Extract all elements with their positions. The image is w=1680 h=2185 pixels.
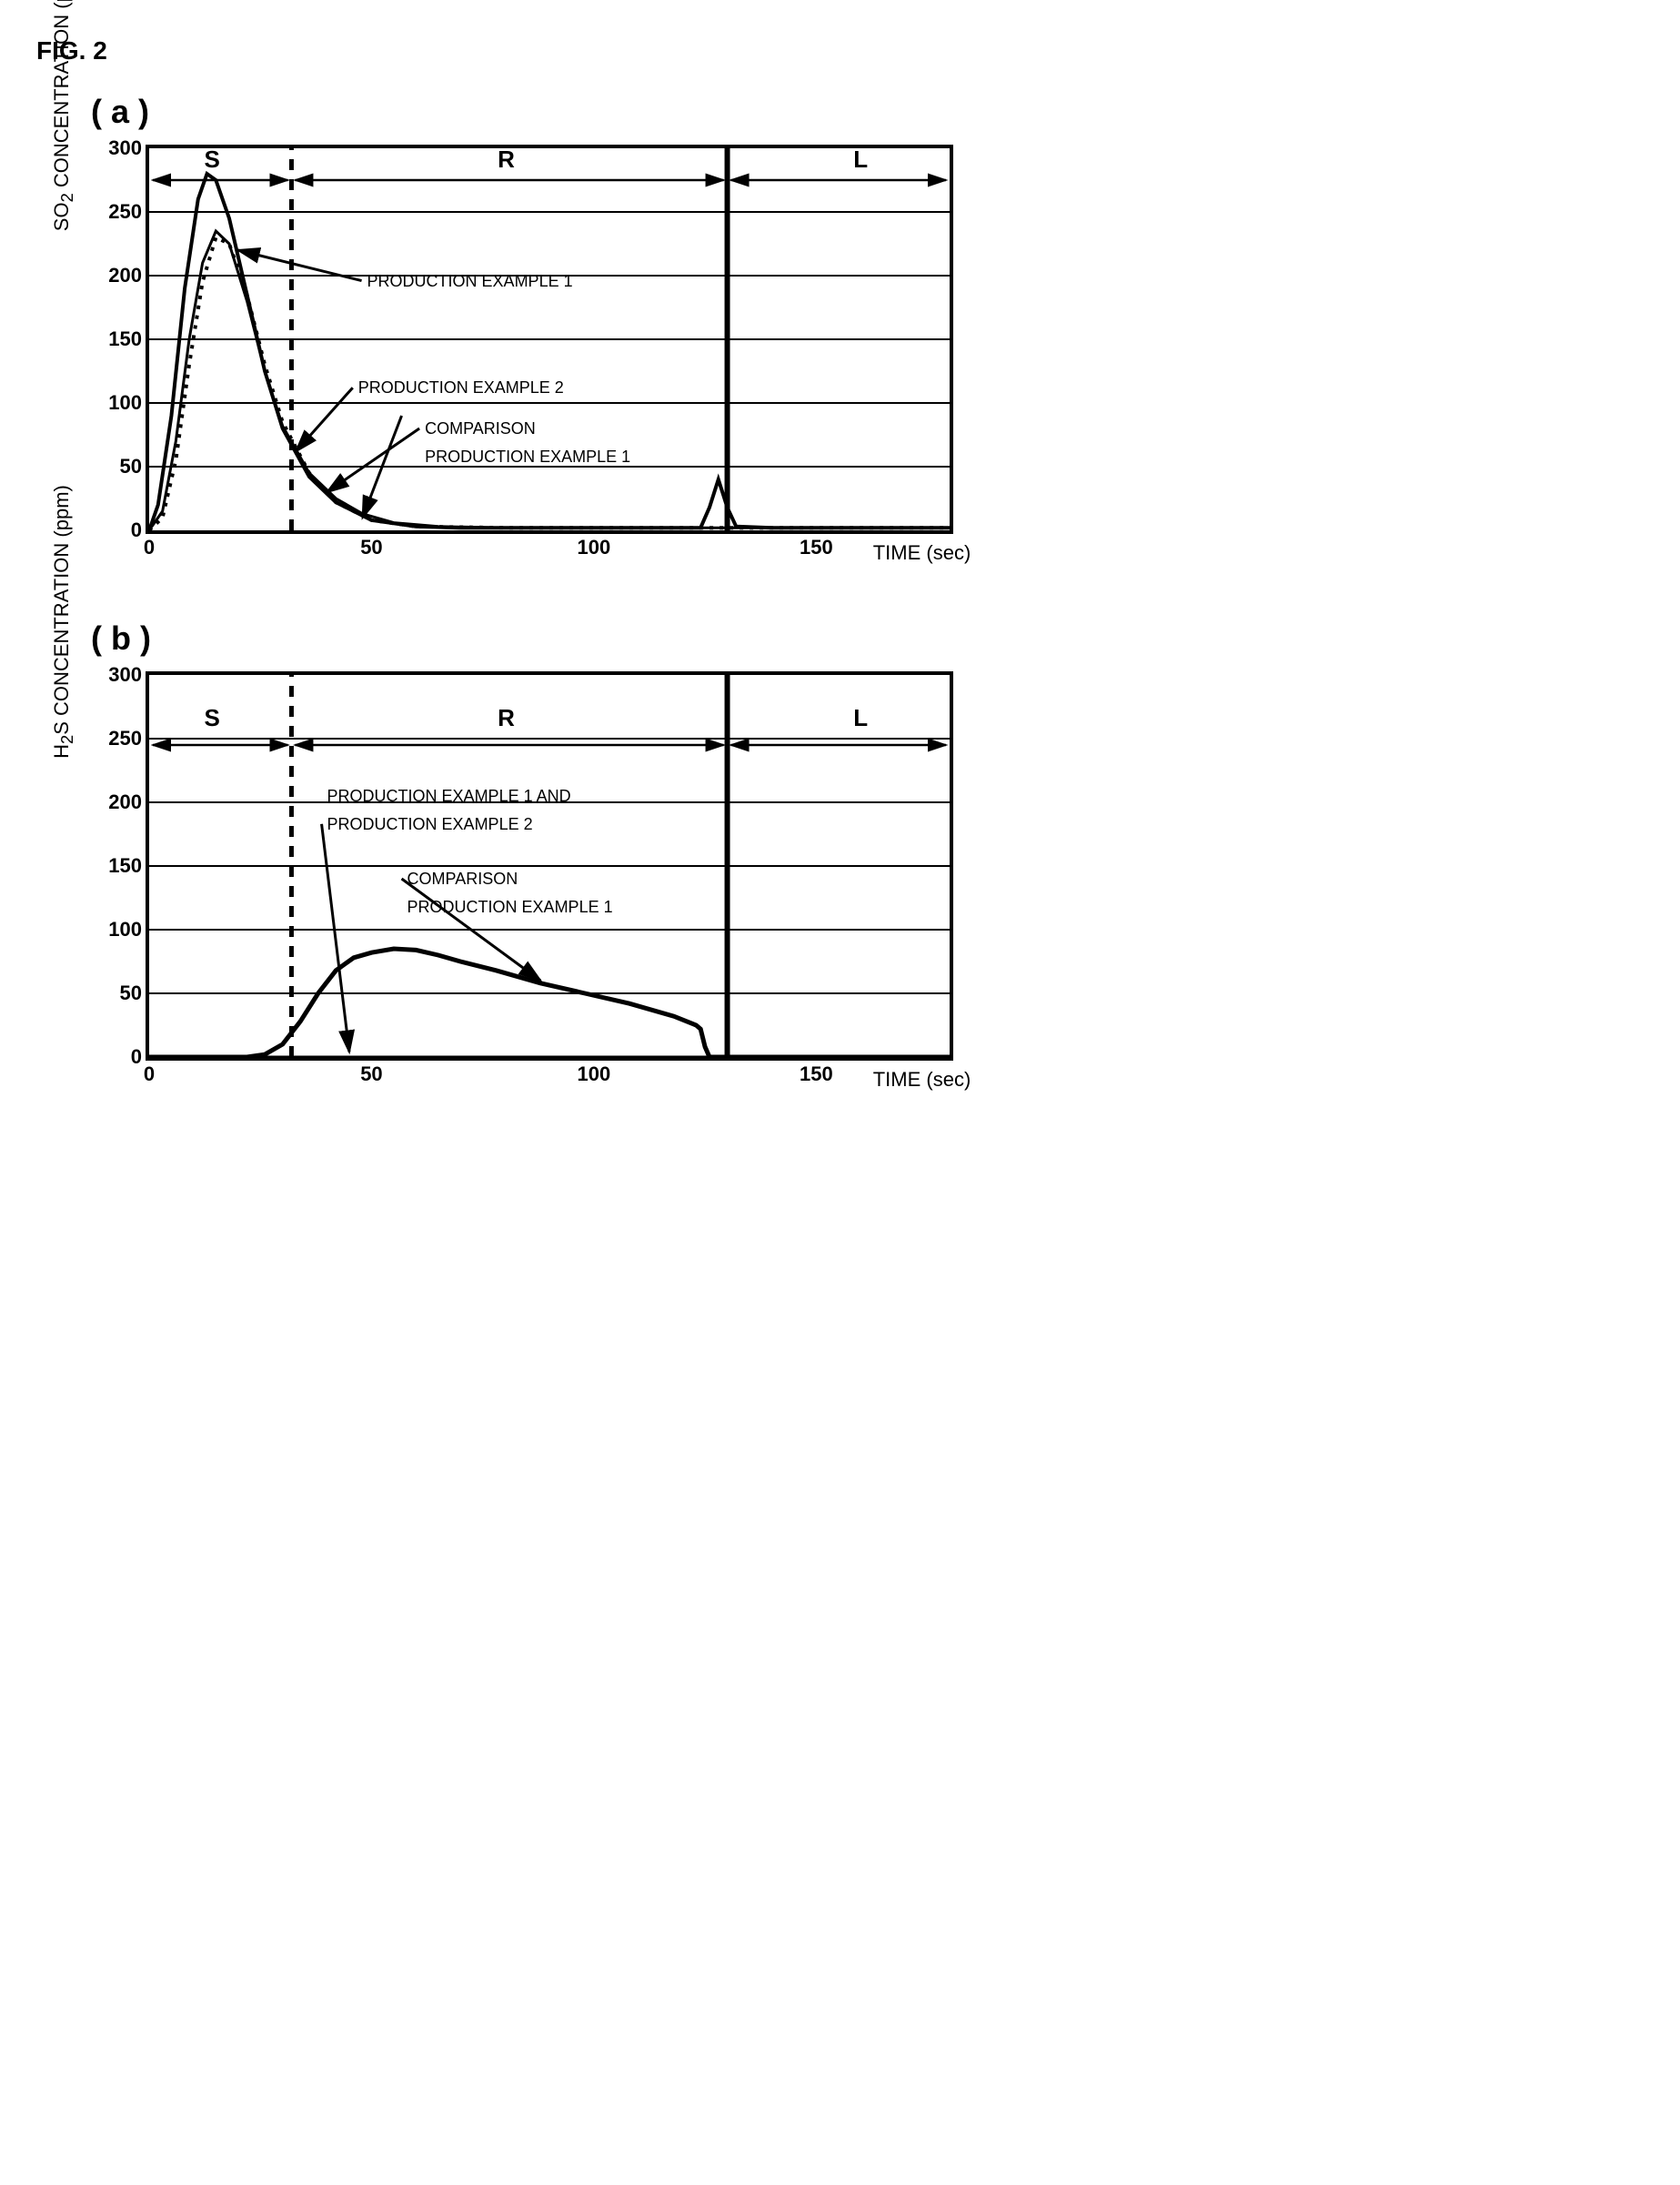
xtick-label: 150 bbox=[800, 1062, 833, 1086]
gridline bbox=[149, 211, 950, 213]
region-label: L bbox=[853, 704, 868, 732]
gridline bbox=[149, 865, 950, 867]
chart-b: H2S CONCENTRATION (ppm) 0501001502002503… bbox=[146, 671, 1644, 1092]
gridline bbox=[149, 738, 950, 740]
gridline bbox=[149, 929, 950, 931]
xtick-label: 150 bbox=[800, 536, 833, 559]
ytick-label: 200 bbox=[108, 264, 142, 287]
callout-label: PRODUCTION EXAMPLE 2 bbox=[327, 815, 533, 834]
ytick-label: 300 bbox=[108, 136, 142, 160]
ytick-label: 0 bbox=[131, 519, 142, 542]
series-line bbox=[149, 949, 950, 1057]
figure-label: FIG. 2 bbox=[36, 36, 1644, 65]
chart-a-plot-area: 050100150200250300050100150SRLPRODUCTION… bbox=[146, 145, 953, 534]
callout-label: COMPARISON bbox=[425, 419, 536, 438]
chart-a-ylabel: SO2 CONCENTRATION (ppm) bbox=[50, 0, 77, 231]
ytick-label: 50 bbox=[120, 982, 142, 1005]
chart-b-plot-area: 050100150200250300050100150SRLPRODUCTION… bbox=[146, 671, 953, 1061]
chart-b-ylabel: H2S CONCENTRATION (ppm) bbox=[50, 485, 77, 759]
callout-label: PRODUCTION EXAMPLE 1 bbox=[407, 898, 613, 917]
chart-b-xlabel: TIME (sec) bbox=[200, 1068, 1644, 1092]
callout-label: PRODUCTION EXAMPLE 1 bbox=[367, 272, 573, 291]
callout-label: PRODUCTION EXAMPLE 2 bbox=[358, 378, 564, 398]
ytick-label: 250 bbox=[108, 727, 142, 750]
gridline bbox=[149, 402, 950, 404]
callout-label: PRODUCTION EXAMPLE 1 AND bbox=[327, 787, 571, 806]
ytick-label: 0 bbox=[131, 1045, 142, 1069]
region-label: S bbox=[204, 146, 219, 174]
callout-arrow bbox=[327, 428, 420, 492]
ytick-label: 250 bbox=[108, 200, 142, 224]
callout-label: COMPARISON bbox=[407, 870, 518, 889]
chart-a-xlabel: TIME (sec) bbox=[200, 541, 1644, 565]
xtick-label: 100 bbox=[578, 536, 611, 559]
subfig-a-label: ( a ) bbox=[91, 93, 1644, 131]
xtick-label: 100 bbox=[578, 1062, 611, 1086]
series-line bbox=[149, 174, 950, 530]
ytick-label: 100 bbox=[108, 918, 142, 941]
ytick-label: 150 bbox=[108, 854, 142, 878]
gridline bbox=[149, 338, 950, 340]
xtick-label: 0 bbox=[144, 1062, 155, 1086]
chart-a: SO2 CONCENTRATION (ppm) 0501001502002503… bbox=[146, 145, 1644, 565]
callout-arrow bbox=[296, 388, 352, 451]
ytick-label: 200 bbox=[108, 790, 142, 814]
ytick-label: 300 bbox=[108, 663, 142, 687]
region-label: R bbox=[498, 704, 515, 732]
callout-arrow bbox=[322, 824, 349, 1052]
ytick-label: 150 bbox=[108, 327, 142, 351]
region-label: R bbox=[498, 146, 515, 174]
ytick-label: 50 bbox=[120, 455, 142, 478]
gridline bbox=[149, 992, 950, 994]
ytick-label: 100 bbox=[108, 391, 142, 415]
region-label: S bbox=[204, 704, 219, 732]
subfig-b-label: ( b ) bbox=[91, 619, 1644, 658]
xtick-label: 50 bbox=[360, 1062, 382, 1086]
xtick-label: 0 bbox=[144, 536, 155, 559]
region-label: L bbox=[853, 146, 868, 174]
xtick-label: 50 bbox=[360, 536, 382, 559]
callout-label: PRODUCTION EXAMPLE 1 bbox=[425, 448, 630, 467]
